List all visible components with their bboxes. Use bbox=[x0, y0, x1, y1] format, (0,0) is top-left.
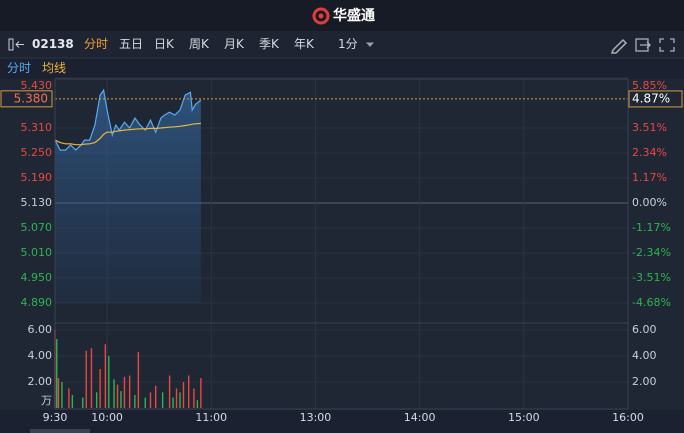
volume-bar bbox=[85, 350, 87, 408]
volume-bar bbox=[137, 352, 140, 408]
period-tab[interactable]: 日K bbox=[154, 37, 175, 51]
last-price-box bbox=[0, 90, 53, 108]
volume-bar bbox=[144, 397, 146, 408]
legend-row bbox=[0, 59, 684, 79]
y2-tick-label: -3.51% bbox=[632, 271, 671, 284]
y2-tick-label: 0.00% bbox=[632, 196, 667, 209]
last-price-label: 5.380 bbox=[14, 91, 48, 105]
volume-bar bbox=[82, 397, 84, 408]
volume-bar bbox=[179, 392, 181, 408]
volume-bar bbox=[193, 388, 195, 408]
interval-select[interactable]: 1分 bbox=[338, 37, 358, 51]
y-tick-label: 5.430 bbox=[21, 79, 53, 92]
volume-bar bbox=[113, 379, 115, 408]
y2-tick-label: 6.00 bbox=[632, 323, 657, 336]
y2-tick-label: 1.17% bbox=[632, 171, 667, 184]
volume-bar bbox=[68, 388, 70, 408]
volume-bar bbox=[56, 339, 58, 408]
x-tick-label: 9:30 bbox=[43, 411, 68, 424]
y2-tick-label: -4.68% bbox=[632, 296, 671, 309]
volume-bar bbox=[188, 375, 190, 408]
period-tab[interactable]: 五日 bbox=[119, 37, 143, 51]
collapse-icon[interactable] bbox=[8, 38, 24, 51]
x-tick-label: 13:00 bbox=[300, 411, 332, 424]
volume-bar bbox=[99, 369, 101, 408]
y2-tick-label: 5.85% bbox=[632, 79, 667, 92]
period-tab[interactable]: 分时 bbox=[84, 37, 108, 51]
dropdown-arrow[interactable] bbox=[366, 42, 374, 48]
volume-bar bbox=[120, 391, 122, 408]
period-tab[interactable]: 年K bbox=[294, 37, 315, 51]
scrollbar[interactable] bbox=[30, 429, 90, 433]
stock-code: 02138 bbox=[32, 37, 74, 51]
header-bar bbox=[0, 0, 684, 31]
volume-bar bbox=[128, 375, 131, 408]
y-tick-label: 4.950 bbox=[21, 271, 53, 284]
time-axis-bar bbox=[0, 410, 684, 433]
y-tick-label: 5.010 bbox=[21, 246, 53, 259]
period-tab[interactable]: 周K bbox=[189, 37, 210, 51]
x-tick-label: 10:00 bbox=[91, 411, 123, 424]
y-tick-label: 4.00 bbox=[28, 349, 53, 362]
volume-bar bbox=[61, 382, 63, 408]
volume-bar bbox=[161, 392, 164, 408]
y-tick-label: 5.070 bbox=[21, 221, 53, 234]
draw-icon[interactable] bbox=[610, 38, 628, 54]
legend-entry: 均线 bbox=[42, 61, 66, 75]
logo-text: 华盛通 bbox=[333, 7, 375, 24]
y-tick-label: 5.310 bbox=[21, 121, 53, 134]
volume-bar bbox=[175, 388, 178, 408]
fullscreen-icon[interactable] bbox=[659, 38, 675, 52]
volume-bar bbox=[108, 356, 110, 408]
x-tick-label: 16:00 bbox=[612, 411, 644, 424]
logo-icon bbox=[312, 7, 330, 25]
volume-bar bbox=[200, 378, 202, 408]
x-tick-label: 11:00 bbox=[195, 411, 227, 424]
volume-bar bbox=[71, 395, 74, 408]
y-tick-label: 5.190 bbox=[21, 171, 53, 184]
legend-entry: 分时 bbox=[7, 61, 31, 75]
y-unit: 万 bbox=[41, 394, 52, 407]
y2-tick-label: 2.34% bbox=[632, 146, 667, 159]
y-tick-label: 6.00 bbox=[28, 323, 53, 336]
volume-bar bbox=[116, 384, 119, 408]
y2-tick-label: 4.00 bbox=[632, 349, 657, 362]
volume-bar bbox=[196, 400, 199, 408]
volume-bar bbox=[104, 344, 107, 408]
average-line bbox=[54, 122, 201, 146]
volume-bar bbox=[95, 392, 98, 408]
volume-bar bbox=[134, 395, 136, 408]
y2-tick-label: -2.34% bbox=[632, 246, 671, 259]
y-tick-label: 5.250 bbox=[21, 146, 53, 159]
y-tick-label: 2.00 bbox=[28, 375, 53, 388]
y-tick-label: 4.890 bbox=[21, 296, 53, 309]
volume-bar bbox=[155, 385, 157, 408]
volume-bar bbox=[149, 392, 152, 408]
last-change-label: 4.87% bbox=[632, 91, 670, 105]
volume-bar bbox=[172, 397, 174, 408]
x-tick-label: 14:00 bbox=[404, 411, 436, 424]
y-tick-label: 5.130 bbox=[21, 196, 53, 209]
x-tick-label: 15:00 bbox=[508, 411, 540, 424]
period-tab[interactable]: 月K bbox=[224, 37, 245, 51]
volume-bar bbox=[90, 348, 93, 408]
volume-bar bbox=[123, 376, 126, 408]
volume-bar bbox=[168, 375, 171, 408]
y2-tick-label: -1.17% bbox=[632, 221, 671, 234]
y2-tick-label: 3.51% bbox=[632, 121, 667, 134]
volume-bar bbox=[57, 378, 60, 408]
switch-icon[interactable] bbox=[635, 38, 651, 52]
volume-bar bbox=[182, 382, 185, 408]
toolbar bbox=[0, 31, 684, 58]
last-change-box bbox=[628, 90, 683, 108]
period-tab[interactable]: 季K bbox=[259, 37, 280, 51]
y2-tick-label: 2.00 bbox=[632, 375, 657, 388]
